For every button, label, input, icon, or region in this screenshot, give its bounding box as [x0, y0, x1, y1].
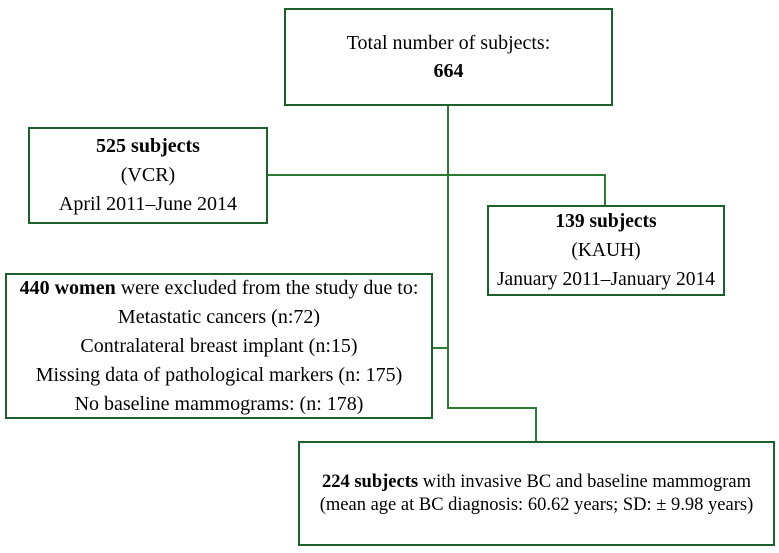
kauh-source-box: 139 subjects (KAUH) January 2011–January… [487, 205, 725, 296]
excluded-intro-rest: were excluded from the study due to: [115, 276, 419, 299]
excluded-subjects-box: 440 women were excluded from the study d… [5, 273, 433, 419]
exclusion-reason: Metastatic cancers (n:72) [117, 305, 321, 328]
vcr-period: April 2011–June 2014 [58, 193, 238, 215]
connector-sources-horizontal [268, 174, 606, 176]
final-cohort-details: (mean age at BC diagnosis: 60.62 years; … [319, 494, 754, 515]
total-subjects-label: Total number of subjects: [346, 32, 551, 54]
final-cohort-count: 224 subjects [321, 471, 419, 492]
final-cohort-description: with invasive BC and baseline mammogram [418, 471, 752, 492]
vcr-subject-count: 525 subjects [96, 135, 200, 157]
exclusion-reason: No baseline mammograms: (n: 178) [74, 392, 364, 415]
connector-kauh-vertical [604, 176, 606, 205]
total-subjects-count: 664 [433, 60, 464, 82]
exclusion-reason: Contralateral breast implant (n:15) [80, 334, 358, 357]
connector-total-to-elbow-vertical [447, 105, 449, 409]
kauh-source-label: (KAUH) [571, 240, 641, 261]
total-subjects-box: Total number of subjects: 664 [284, 8, 613, 106]
excluded-intro-line: 440 women were excluded from the study d… [20, 274, 419, 303]
kauh-period: January 2011–January 2014 [496, 269, 716, 290]
exclusion-reason: Missing data of pathological markers (n:… [35, 363, 403, 386]
connector-final-vertical [535, 409, 537, 441]
vcr-source-label: (VCR) [120, 164, 176, 186]
connector-excluded-stub [433, 347, 447, 349]
final-cohort-box: 224 subjects with invasive BC and baseli… [298, 441, 775, 546]
connector-final-elbow-horizontal [447, 407, 537, 409]
final-cohort-line: 224 subjects with invasive BC and baseli… [322, 471, 751, 494]
vcr-source-box: 525 subjects (VCR) April 2011–June 2014 [28, 127, 268, 224]
excluded-count: 440 women [19, 276, 116, 299]
kauh-subject-count: 139 subjects [555, 211, 657, 232]
